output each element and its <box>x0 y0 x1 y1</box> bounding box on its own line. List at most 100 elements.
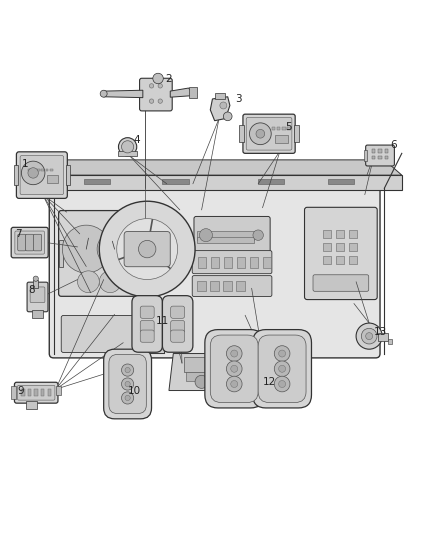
Bar <box>322 230 331 238</box>
Polygon shape <box>170 88 195 97</box>
FancyBboxPatch shape <box>162 296 193 352</box>
Bar <box>282 127 286 130</box>
FancyBboxPatch shape <box>109 354 146 414</box>
Bar <box>41 389 45 396</box>
Circle shape <box>121 392 134 404</box>
FancyBboxPatch shape <box>304 207 377 300</box>
Bar <box>336 256 344 264</box>
Bar <box>237 257 245 268</box>
FancyBboxPatch shape <box>171 306 185 318</box>
Ellipse shape <box>121 141 134 153</box>
Bar <box>197 231 254 239</box>
Bar <box>14 165 18 185</box>
Circle shape <box>256 130 265 138</box>
Bar <box>33 169 35 171</box>
Circle shape <box>99 271 121 293</box>
Bar <box>33 280 39 288</box>
Text: 10: 10 <box>127 385 141 395</box>
Circle shape <box>199 229 212 241</box>
Bar <box>287 127 291 130</box>
Bar <box>378 149 382 153</box>
Polygon shape <box>36 160 402 175</box>
FancyBboxPatch shape <box>61 316 138 352</box>
FancyBboxPatch shape <box>140 320 154 333</box>
Bar <box>378 333 388 341</box>
Circle shape <box>158 84 162 88</box>
Bar <box>47 175 58 182</box>
Circle shape <box>226 361 242 377</box>
Bar <box>198 257 205 268</box>
FancyBboxPatch shape <box>14 382 58 403</box>
Text: 3: 3 <box>235 94 242 104</box>
Bar <box>50 169 53 171</box>
Polygon shape <box>134 288 165 353</box>
FancyBboxPatch shape <box>16 152 67 198</box>
Bar <box>258 180 284 184</box>
FancyBboxPatch shape <box>59 211 140 296</box>
Bar <box>322 256 331 264</box>
Bar <box>59 240 63 266</box>
Bar <box>28 389 32 396</box>
FancyBboxPatch shape <box>15 231 45 254</box>
FancyBboxPatch shape <box>33 235 42 251</box>
Text: 2: 2 <box>166 75 172 84</box>
Bar <box>46 169 48 171</box>
FancyBboxPatch shape <box>192 251 272 273</box>
Circle shape <box>158 99 162 103</box>
Bar <box>184 357 219 372</box>
Circle shape <box>153 73 163 84</box>
Circle shape <box>231 365 238 372</box>
FancyBboxPatch shape <box>18 235 26 251</box>
FancyBboxPatch shape <box>11 228 48 258</box>
Bar <box>263 257 271 268</box>
FancyBboxPatch shape <box>124 231 170 266</box>
Bar <box>162 180 188 184</box>
Circle shape <box>62 225 110 273</box>
Text: 4: 4 <box>133 135 140 146</box>
Circle shape <box>356 323 382 349</box>
Circle shape <box>121 378 134 390</box>
Bar <box>47 389 51 396</box>
Text: 12: 12 <box>262 377 276 387</box>
Text: 1: 1 <box>22 159 28 169</box>
Circle shape <box>250 123 271 144</box>
FancyBboxPatch shape <box>140 330 154 342</box>
Text: 9: 9 <box>18 385 24 395</box>
Bar <box>26 401 37 409</box>
FancyBboxPatch shape <box>27 282 48 312</box>
Text: 13: 13 <box>374 327 387 337</box>
FancyBboxPatch shape <box>210 335 258 402</box>
Text: 8: 8 <box>28 286 35 295</box>
FancyBboxPatch shape <box>104 349 152 419</box>
Circle shape <box>274 361 290 377</box>
Circle shape <box>100 90 107 97</box>
Bar <box>364 150 367 161</box>
Circle shape <box>226 376 242 392</box>
Bar <box>118 151 137 156</box>
FancyBboxPatch shape <box>246 117 292 150</box>
Bar <box>378 156 382 159</box>
FancyBboxPatch shape <box>205 329 264 408</box>
Circle shape <box>231 381 238 387</box>
Circle shape <box>121 364 134 376</box>
Bar <box>336 230 344 238</box>
Text: 6: 6 <box>390 140 396 150</box>
FancyBboxPatch shape <box>18 385 55 400</box>
Circle shape <box>149 84 154 88</box>
FancyBboxPatch shape <box>192 276 272 296</box>
Bar <box>32 310 43 318</box>
Bar <box>349 230 357 238</box>
FancyBboxPatch shape <box>258 335 306 402</box>
FancyBboxPatch shape <box>171 330 185 342</box>
Bar <box>322 243 331 251</box>
Circle shape <box>231 350 238 357</box>
Bar <box>215 93 225 99</box>
Circle shape <box>149 99 154 103</box>
FancyBboxPatch shape <box>171 320 185 333</box>
Circle shape <box>279 365 286 372</box>
Circle shape <box>28 168 39 178</box>
Bar <box>349 243 357 251</box>
FancyBboxPatch shape <box>253 329 311 408</box>
Bar <box>84 180 110 184</box>
Bar <box>21 389 25 396</box>
